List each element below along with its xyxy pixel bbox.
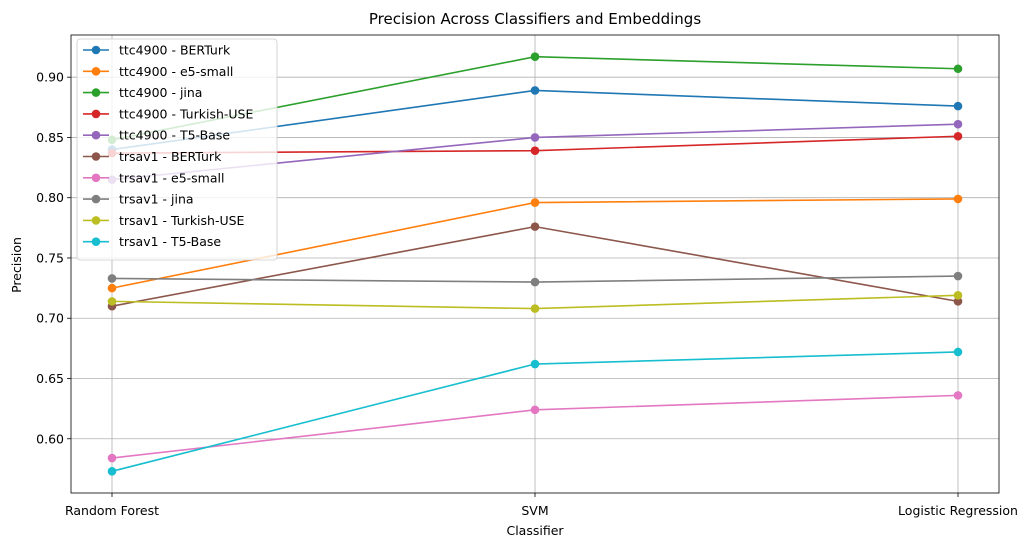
legend-label: ttc4900 - e5-small <box>119 64 233 79</box>
legend-item: ttc4900 - BERTurk <box>83 43 231 58</box>
y-tick-label: 0.80 <box>36 190 64 205</box>
y-axis-label: Precision <box>9 237 24 293</box>
x-tick-label: Logistic Regression <box>898 503 1018 518</box>
legend-marker <box>91 173 101 183</box>
data-point <box>530 405 540 415</box>
series-9 <box>107 291 963 313</box>
legend-item: ttc4900 - Turkish-USE <box>83 106 253 121</box>
data-point <box>530 277 540 287</box>
legend-label: ttc4900 - Turkish-USE <box>119 106 253 121</box>
legend-label: trsav1 - BERTurk <box>119 149 222 164</box>
data-point <box>530 359 540 369</box>
data-point <box>530 146 540 156</box>
legend-box <box>76 38 278 261</box>
data-point <box>953 119 963 129</box>
legend-label: ttc4900 - BERTurk <box>119 43 231 58</box>
legend-marker <box>91 130 101 140</box>
legend-item: trsav1 - BERTurk <box>83 149 222 164</box>
legend-item: trsav1 - jina <box>83 192 194 207</box>
legend-label: trsav1 - T5-Base <box>119 234 221 249</box>
x-axis-label: Classifier <box>506 523 564 538</box>
data-point <box>107 453 117 463</box>
legend-item: ttc4900 - e5-small <box>83 64 233 79</box>
data-point <box>953 291 963 300</box>
legend-marker <box>91 152 101 161</box>
legend-label: trsav1 - jina <box>119 192 194 207</box>
y-tick-label: 0.70 <box>36 311 64 326</box>
data-point <box>953 297 963 306</box>
legend-item: ttc4900 - T5-Base <box>83 128 230 143</box>
legend: ttc4900 - BERTurk ttc4900 - e5-small ttc49… <box>76 38 278 261</box>
legend-item: trsav1 - Turkish-USE <box>83 213 245 228</box>
series-7 <box>107 391 963 463</box>
data-point <box>107 274 117 283</box>
data-point <box>953 194 963 204</box>
data-point <box>107 467 117 476</box>
data-point <box>530 52 540 61</box>
y-tick-label: 0.75 <box>36 250 64 265</box>
legend-label: ttc4900 - jina <box>119 85 202 100</box>
data-point <box>953 391 963 400</box>
data-point <box>953 64 963 74</box>
series-10 <box>107 347 963 476</box>
data-point <box>107 297 117 306</box>
x-tick-label: SVM <box>521 503 548 518</box>
legend-item: trsav1 - e5-small <box>83 170 224 185</box>
x-tick-label: Random Forest <box>65 503 159 518</box>
data-point <box>953 271 963 281</box>
legend-marker <box>91 88 101 97</box>
data-point <box>953 347 963 357</box>
legend-marker <box>91 109 101 119</box>
data-point <box>530 198 540 207</box>
legend-marker <box>91 237 101 246</box>
legend-label: trsav1 - e5-small <box>119 170 224 185</box>
data-point <box>953 101 963 111</box>
y-tick-label: 0.90 <box>36 70 64 85</box>
legend-marker <box>91 216 101 225</box>
legend-item: ttc4900 - jina <box>83 85 202 100</box>
chart-title: Precision Across Classifiers and Embeddi… <box>369 10 701 28</box>
legend-label: ttc4900 - T5-Base <box>119 128 230 143</box>
data-point <box>107 283 117 293</box>
y-tick-label: 0.60 <box>36 431 64 446</box>
axes: Random Forest SVM Logistic Regression 0.60 0… <box>36 34 1018 518</box>
y-tick-label: 0.85 <box>36 130 64 145</box>
data-point <box>530 86 540 95</box>
legend-item: trsav1 - T5-Base <box>83 234 221 249</box>
data-point <box>530 222 540 231</box>
legend-marker <box>91 45 101 55</box>
y-tick-label: 0.65 <box>36 371 64 386</box>
legend-label: trsav1 - Turkish-USE <box>119 213 245 228</box>
legend-marker <box>91 67 101 76</box>
data-point <box>953 131 963 141</box>
series-8 <box>107 271 963 287</box>
legend-marker <box>91 194 101 204</box>
data-point <box>530 304 540 313</box>
plot-frame <box>70 34 1000 494</box>
data-point <box>530 133 540 142</box>
